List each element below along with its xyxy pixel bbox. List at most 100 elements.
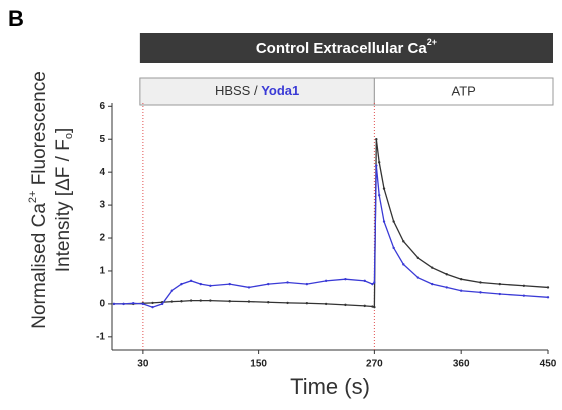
data-point (479, 291, 482, 294)
data-point (267, 301, 270, 304)
data-point (132, 302, 135, 305)
x-tick-label: 360 (453, 359, 470, 370)
x-tick-label: 270 (366, 359, 383, 370)
data-point (170, 289, 174, 292)
condition-text: / (250, 83, 261, 98)
header-title: Control Extracellular Ca2+ (256, 37, 437, 57)
data-point (546, 286, 550, 289)
data-point (373, 305, 376, 309)
data-point (498, 292, 501, 296)
data-point (546, 296, 550, 299)
data-point (459, 289, 463, 292)
data-point (247, 286, 251, 289)
x-axis-label: Time (s) (290, 374, 370, 399)
data-point (416, 276, 419, 279)
data-point (305, 282, 309, 286)
y-tick-label: 0 (99, 299, 105, 310)
data-point (522, 284, 526, 287)
header-bar (139, 33, 554, 63)
condition-box (373, 77, 554, 106)
data-point (344, 303, 347, 307)
y-axis-label: Intensity [ΔF / Fo] (53, 128, 75, 272)
data-point (189, 299, 193, 302)
data-point (209, 299, 212, 302)
data-point (377, 161, 381, 164)
header-sup: 2+ (427, 37, 437, 47)
data-point (112, 302, 116, 306)
data-point (459, 277, 463, 281)
y-tick-label: 4 (99, 167, 105, 178)
data-point (228, 282, 231, 286)
data-point (267, 282, 270, 286)
data-point (286, 281, 289, 284)
y-label-sup: 2+ (27, 191, 39, 204)
data-point (416, 256, 419, 259)
data-point (247, 300, 251, 303)
y-label-text: Fluorescence (29, 71, 50, 190)
data-point (160, 302, 164, 306)
data-point (392, 220, 395, 223)
y-label-text: Intensity [ΔF / F (53, 139, 74, 272)
y-axis-label: Normalised Ca2+ Fluorescence (27, 71, 50, 329)
y-tick-label: 5 (99, 134, 105, 145)
data-point (189, 279, 193, 283)
data-point (324, 279, 328, 283)
data-point (382, 220, 386, 223)
condition-box (139, 77, 375, 106)
data-point (363, 279, 366, 283)
condition-label: ATP (452, 83, 476, 98)
panel-label: B (8, 6, 24, 31)
data-line (113, 139, 549, 309)
data-point (371, 305, 374, 308)
data-point (402, 240, 405, 243)
data-point (375, 164, 378, 167)
data-point (344, 277, 347, 281)
y-label-text: Normalised Ca (29, 203, 50, 329)
data-point (180, 300, 183, 303)
y-tick-label: -1 (96, 331, 105, 342)
data-point (180, 282, 183, 286)
data-point (324, 302, 328, 306)
x-tick-label: 30 (137, 359, 149, 370)
y-tick-label: 3 (99, 200, 105, 211)
y-tick-label: 1 (99, 266, 105, 277)
x-tick-label: 450 (540, 359, 557, 370)
data-point (228, 300, 231, 303)
data-point (151, 305, 154, 309)
data-point (363, 304, 366, 308)
y-label-sub: o (63, 133, 75, 139)
data-point (522, 294, 526, 297)
data-point (170, 300, 174, 303)
data-point (402, 263, 405, 266)
y-label-text: ] (53, 128, 74, 133)
data-point (445, 273, 448, 276)
data-point (445, 286, 448, 289)
condition-text: HBSS (215, 83, 251, 98)
data-point (141, 302, 145, 306)
data-point (199, 299, 202, 302)
x-tick-label: 150 (250, 359, 267, 370)
data-point (209, 284, 212, 287)
data-point (479, 281, 482, 284)
data-point (377, 194, 381, 197)
data-point (431, 266, 434, 269)
data-line (113, 165, 549, 308)
header-text: Control Extracellular Ca (256, 40, 428, 57)
data-point (305, 302, 309, 305)
y-tick-label: 6 (99, 101, 105, 112)
condition-label: HBSS / Yoda1 (215, 83, 299, 98)
data-point (392, 246, 395, 250)
data-point (371, 282, 374, 286)
data-point (382, 187, 386, 190)
data-point (151, 301, 154, 305)
data-point (373, 281, 376, 284)
data-point (286, 301, 289, 305)
data-point (498, 282, 501, 286)
data-point (199, 282, 202, 286)
data-point (431, 282, 434, 286)
data-point (375, 138, 378, 141)
condition-drug: Yoda1 (261, 83, 299, 98)
data-point (122, 302, 125, 306)
y-tick-label: 2 (99, 233, 105, 244)
